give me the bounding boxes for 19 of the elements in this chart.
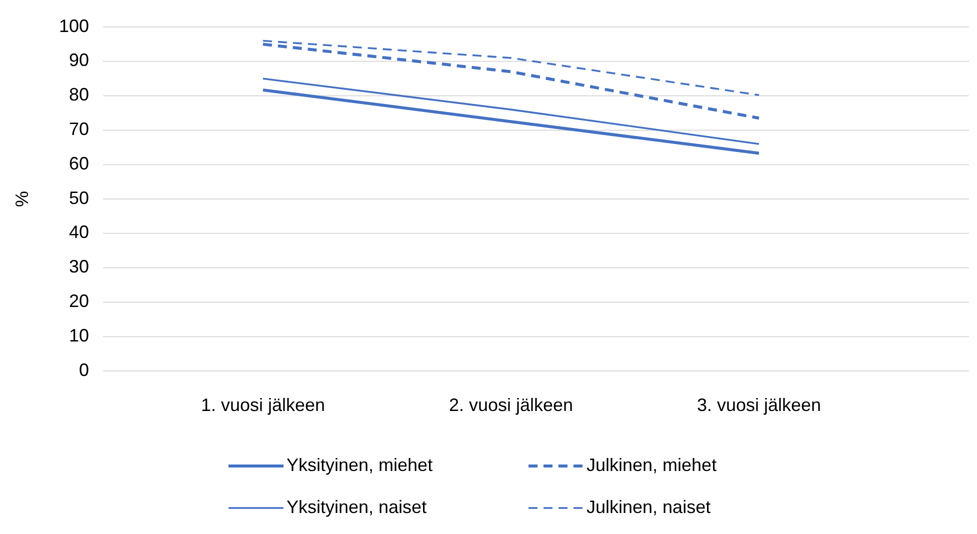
y-axis-title: % — [12, 190, 32, 208]
legend-label: Yksityinen, miehet — [286, 454, 433, 475]
y-tick-label: 10 — [68, 325, 89, 346]
legend-label: Yksityinen, naiset — [286, 496, 427, 517]
y-tick-label: 100 — [58, 16, 89, 36]
x-tick-label: 2. vuosi jälkeen — [448, 395, 574, 415]
y-tick-label: 20 — [68, 290, 89, 311]
x-tick-label: 1. vuosi jälkeen — [200, 395, 326, 415]
y-tick-label: 50 — [68, 188, 89, 208]
y-tick-label: 90 — [68, 50, 89, 70]
y-tick-label: 70 — [68, 118, 89, 139]
legend-label: Julkinen, naiset — [586, 496, 711, 517]
x-tick-label: 3. vuosi jälkeen — [696, 395, 822, 415]
y-tick-label: 40 — [68, 222, 89, 242]
y-tick-label: 80 — [68, 84, 89, 105]
y-tick-label: 0 — [78, 360, 89, 380]
y-tick-label: 30 — [68, 256, 89, 277]
y-tick-label: 60 — [68, 153, 89, 174]
legend-label: Julkinen, miehet — [586, 454, 717, 475]
